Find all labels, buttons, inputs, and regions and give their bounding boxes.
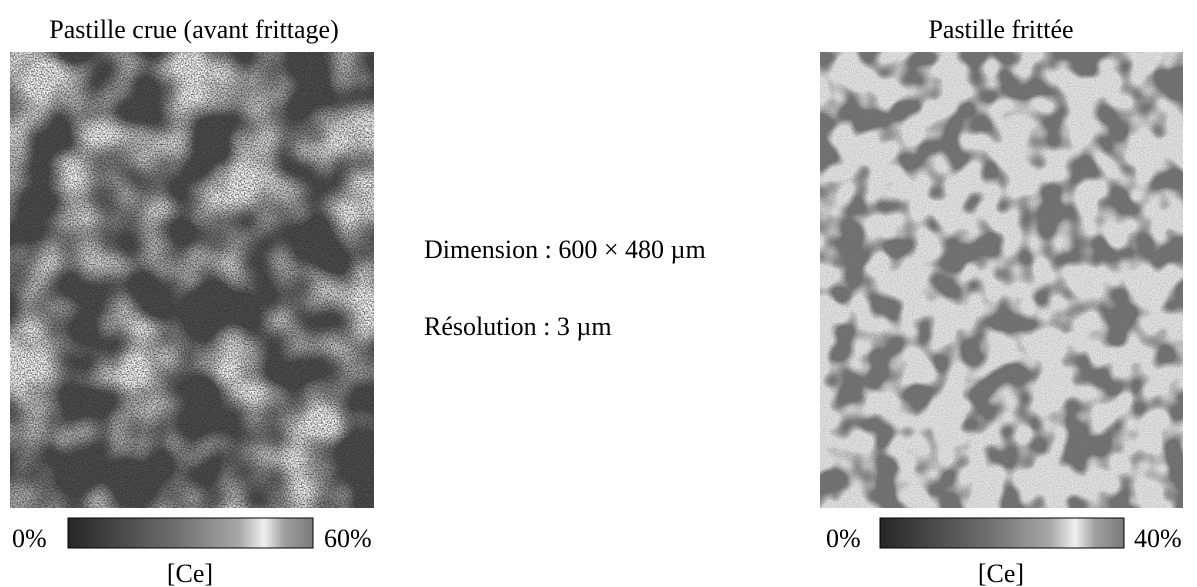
colorbar-label: [Ce] <box>167 559 213 587</box>
micrograph <box>10 52 374 508</box>
colorbar <box>67 517 314 549</box>
micrograph <box>820 52 1183 508</box>
panel-title: Pastille frittée <box>928 15 1073 44</box>
colorbar-min: 0% <box>12 524 47 553</box>
panel-title: Pastille crue (avant frittage) <box>49 15 338 44</box>
colorbar-max: 60% <box>324 524 372 553</box>
colorbar-label: [Ce] <box>978 559 1024 587</box>
dimension: Dimension : 600 × 480 µm <box>424 235 706 264</box>
colorbar-min: 0% <box>826 524 861 553</box>
colorbar-max: 40% <box>1134 524 1182 553</box>
colorbar <box>879 517 1125 549</box>
resolution: Résolution : 3 µm <box>424 312 612 341</box>
